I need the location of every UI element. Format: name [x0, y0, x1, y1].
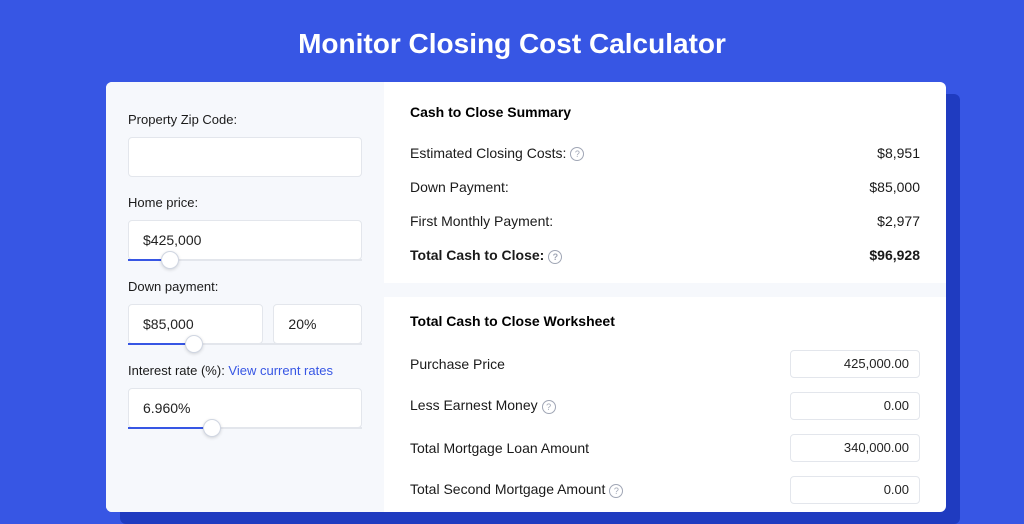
interest-label-text: Interest rate (%): [128, 363, 228, 378]
summary-row-first-payment: First Monthly Payment: $2,977 [410, 204, 920, 238]
ws-row-earnest-money: Less Earnest Money? [410, 385, 920, 427]
ws-row-purchase-price: Purchase Price [410, 343, 920, 385]
down-payment-label: Down payment: [128, 279, 362, 294]
ws-input-earnest-money[interactable] [790, 392, 920, 420]
summary-row-closing-costs: Estimated Closing Costs:? $8,951 [410, 136, 920, 170]
zip-label: Property Zip Code: [128, 112, 362, 127]
home-price-label: Home price: [128, 195, 362, 210]
home-price-group: Home price: [128, 195, 362, 261]
summary-row-down-payment: Down Payment: $85,000 [410, 170, 920, 204]
ws-input-purchase-price[interactable] [790, 350, 920, 378]
ws-label: Less Earnest Money? [410, 397, 556, 413]
ws-row-loan-amount: Total Mortgage Loan Amount [410, 427, 920, 469]
summary-label: First Monthly Payment: [410, 213, 553, 229]
down-payment-slider-thumb[interactable] [185, 335, 203, 353]
summary-value: $8,951 [877, 145, 920, 161]
interest-slider[interactable] [128, 427, 362, 429]
help-icon[interactable]: ? [570, 147, 584, 161]
down-payment-group: Down payment: [128, 279, 362, 345]
interest-slider-thumb[interactable] [203, 419, 221, 437]
summary-label: Down Payment: [410, 179, 509, 195]
interest-input[interactable] [128, 388, 362, 428]
help-icon[interactable]: ? [542, 400, 556, 414]
summary-value: $2,977 [877, 213, 920, 229]
interest-group: Interest rate (%): View current rates [128, 363, 362, 429]
inputs-panel: Property Zip Code: Home price: Down paym… [106, 82, 384, 512]
down-payment-slider[interactable] [128, 343, 362, 345]
zip-group: Property Zip Code: [128, 112, 362, 177]
ws-input-second-mortgage[interactable] [790, 476, 920, 504]
ws-row-second-mortgage: Total Second Mortgage Amount? [410, 469, 920, 511]
ws-label: Total Second Mortgage Amount? [410, 481, 623, 497]
summary-row-total: Total Cash to Close:? $96,928 [410, 238, 920, 272]
section-divider [384, 283, 946, 297]
summary-value: $85,000 [869, 179, 920, 195]
summary-label: Estimated Closing Costs:? [410, 145, 584, 161]
down-payment-slider-fill [128, 343, 194, 345]
home-price-slider[interactable] [128, 259, 362, 261]
page-title: Monitor Closing Cost Calculator [0, 0, 1024, 82]
worksheet-title: Total Cash to Close Worksheet [410, 313, 920, 329]
home-price-slider-thumb[interactable] [161, 251, 179, 269]
summary-title: Cash to Close Summary [410, 104, 920, 120]
summary-total-value: $96,928 [869, 247, 920, 263]
results-panel: Cash to Close Summary Estimated Closing … [384, 82, 946, 512]
view-rates-link[interactable]: View current rates [228, 363, 333, 378]
ws-input-loan-amount[interactable] [790, 434, 920, 462]
interest-label: Interest rate (%): View current rates [128, 363, 362, 378]
calculator-card: Property Zip Code: Home price: Down paym… [106, 82, 946, 512]
down-payment-percent-input[interactable] [273, 304, 362, 344]
help-icon[interactable]: ? [548, 250, 562, 264]
summary-total-label: Total Cash to Close:? [410, 247, 562, 263]
ws-label: Purchase Price [410, 356, 505, 372]
ws-label: Total Mortgage Loan Amount [410, 440, 589, 456]
help-icon[interactable]: ? [609, 484, 623, 498]
zip-input[interactable] [128, 137, 362, 177]
interest-slider-fill [128, 427, 212, 429]
